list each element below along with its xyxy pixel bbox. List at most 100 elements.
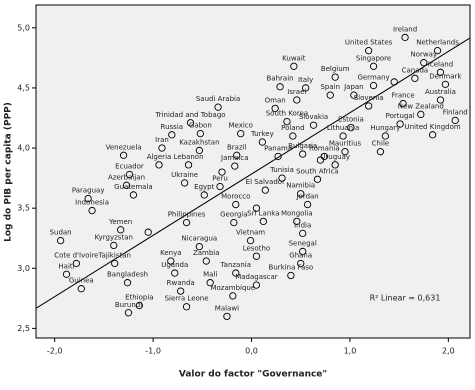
point-label: Indonesia [75,199,109,207]
point [214,103,222,111]
point [186,119,195,127]
point-label: Kenya [160,249,181,257]
point-label: Germany [357,74,389,82]
point-label: Panama [264,144,292,152]
point-label: Tanzania [220,261,251,269]
y-tick-label: 4,5 [17,83,30,92]
point-label: Bulgaria [288,142,317,150]
point [177,287,185,295]
point [278,174,286,182]
point-label: Ethiopia [125,294,154,302]
point [155,161,163,169]
point-label: Lesotho [243,244,270,252]
point-label: Namibia [286,182,315,190]
point [299,247,307,256]
point [125,170,134,179]
point-label: South Africa [296,167,339,175]
point [271,104,279,113]
point [293,217,301,226]
point-label: Uganda [161,261,188,269]
point-label: Hungary [370,124,400,132]
point-label: Georgia [220,211,247,219]
point [274,152,282,161]
x-tick-label: -2,0 [47,347,63,356]
point [196,129,204,138]
point [364,47,373,55]
point-label: Chile [372,140,390,148]
point [252,204,261,212]
point [122,181,131,189]
point [246,236,255,245]
point [441,80,450,88]
point [168,131,176,139]
point [331,161,339,169]
point [339,132,347,140]
point-label: Lithuania [327,124,359,132]
point [200,191,208,199]
point-label: Turkey [250,130,274,138]
point [316,156,325,164]
point-label: Senegal [289,239,317,247]
point [369,81,378,90]
point-label: Tunisia [269,166,294,174]
point [202,257,210,265]
point [184,161,193,169]
point [144,228,152,236]
point [390,78,398,86]
x-tick-label: 1,0 [344,347,357,356]
point [347,123,355,132]
point-label: Japan [343,83,364,91]
point [303,200,312,209]
x-axis-title: Valor do factor "Governance" [179,370,327,380]
point [216,182,224,191]
point-label: Norway [410,51,437,59]
point-label: Netherlands [416,39,459,47]
x-tick-label: -1,0 [145,347,161,356]
point-label: Zambia [193,249,220,257]
point [341,148,349,156]
point [206,279,214,287]
point-label: South Korea [266,110,308,118]
point [62,270,71,278]
point-label: Australia [425,88,456,96]
point [369,62,378,70]
point-label: United Kingdom [405,123,461,131]
y-tick-label: 4,0 [17,144,30,153]
point-label: Morocco [221,193,250,201]
point [276,83,284,91]
point [72,259,80,268]
point-label: Gabon [189,122,212,130]
point-label: Jordan [295,193,318,201]
point [232,200,240,209]
point-label: Italy [298,76,313,84]
y-tick-label: 2,5 [17,324,30,333]
point [299,150,307,158]
point-label: Yemen [108,218,132,226]
point-label: Kazakhstan [179,138,219,146]
point [350,91,358,99]
point-label: United States [345,39,393,47]
point-label: Mauritius [329,140,362,148]
point [119,151,128,159]
point [77,285,85,293]
point-label: Algeria [147,153,172,161]
point-label: Mozambique [210,284,255,292]
point [289,132,297,140]
x-tick-label: 2,0 [442,347,455,356]
point-label: Trinidad and Tobago [154,111,225,119]
point [84,194,92,203]
point-label: Sierra Leone [165,295,209,303]
point-label: Sudan [50,229,72,237]
point [237,129,245,138]
point-label: Haiti [58,262,74,270]
point [124,309,133,317]
point-label: Ukraine [171,171,198,179]
point-label: Burundi [115,301,142,309]
point [396,120,404,128]
y-axis-title: Log do PIB per capita (PPP) [4,102,14,242]
point-label: Romania [309,144,340,152]
point-label: Russia [161,123,184,131]
point [364,102,373,110]
annotation: R² Linear = 0,631 [370,294,441,303]
point-label: Spain [320,83,340,91]
